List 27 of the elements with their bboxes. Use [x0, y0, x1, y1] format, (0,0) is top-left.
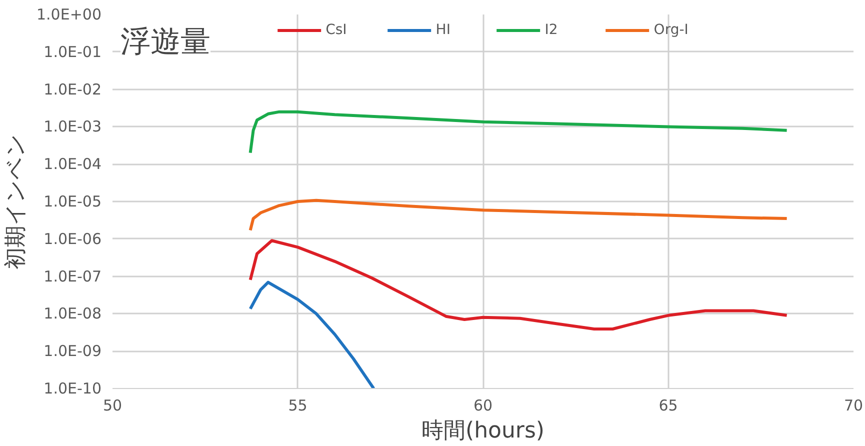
y-tick-label: 1.0E-05: [44, 192, 102, 210]
annotation: 浮遊量: [120, 24, 210, 60]
y-tick-label: 1.0E-03: [44, 118, 102, 136]
x-tick-label: 70: [844, 396, 864, 414]
x-tick-label: 55: [288, 396, 308, 414]
y-tick-label: 1.0E+00: [36, 6, 102, 24]
legend-label: CsI: [326, 22, 347, 38]
y-tick-label: 1.0E-09: [44, 342, 102, 360]
y-tick-label: 1.0E-08: [44, 304, 102, 323]
x-tick-label: 60: [473, 396, 493, 414]
y-tick-label: 1.0E-10: [44, 380, 102, 398]
y-tick-label: 1.0E-01: [44, 42, 102, 61]
y-tick-label: 1.0E-02: [44, 80, 102, 98]
x-tick-label: 65: [658, 396, 678, 414]
line-series: [248, 239, 788, 330]
line-series: [248, 198, 788, 232]
y-axis-title: 初期インベン: [4, 134, 29, 270]
y-tick-label: 1.0E-06: [44, 230, 102, 248]
line-series: [248, 110, 788, 154]
x-axis-title: 時間(hours): [421, 418, 545, 444]
legend-label: HI: [436, 22, 452, 38]
legend-label: Org-I: [654, 22, 688, 38]
line-series: [248, 280, 376, 388]
x-tick-label: 50: [102, 396, 122, 414]
legend-label: I2: [544, 22, 559, 38]
y-tick-label: 1.0E-07: [44, 267, 102, 286]
y-tick-label: 1.0E-04: [44, 155, 102, 174]
